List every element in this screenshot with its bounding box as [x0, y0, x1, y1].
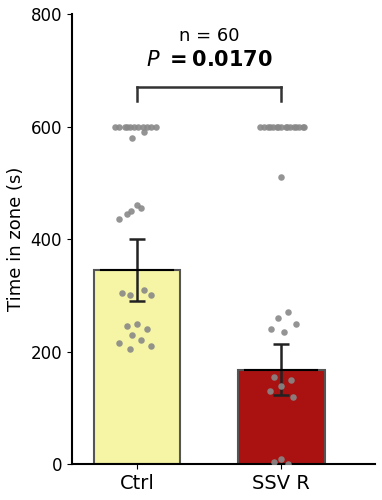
Point — [126, 292, 133, 300]
Point — [271, 458, 277, 466]
Point — [278, 122, 284, 130]
Point — [148, 122, 154, 130]
Point — [281, 328, 287, 336]
Point — [148, 292, 154, 300]
Point — [288, 376, 295, 384]
Point — [124, 122, 130, 130]
Point — [126, 122, 133, 130]
Y-axis label: Time in zone (s): Time in zone (s) — [7, 167, 25, 312]
Point — [126, 345, 133, 353]
Point — [128, 207, 134, 215]
Point — [301, 122, 308, 130]
Point — [285, 308, 291, 316]
Point — [135, 122, 141, 130]
Point — [134, 320, 140, 328]
Point — [284, 122, 290, 130]
Point — [293, 122, 299, 130]
Point — [268, 325, 274, 333]
Text: n = 60: n = 60 — [179, 28, 239, 46]
Point — [291, 122, 297, 130]
Point — [267, 387, 273, 395]
Point — [117, 122, 123, 130]
Point — [129, 134, 136, 142]
Point — [278, 382, 284, 390]
Point — [269, 122, 275, 130]
Point — [134, 202, 140, 209]
Point — [119, 288, 125, 296]
Point — [275, 122, 282, 130]
Point — [129, 331, 136, 339]
Point — [278, 454, 284, 462]
Point — [265, 122, 271, 130]
Point — [141, 286, 147, 294]
Point — [285, 460, 291, 468]
Point — [261, 122, 267, 130]
Bar — [238, 370, 325, 464]
Point — [295, 122, 301, 130]
Point — [287, 122, 293, 130]
Point — [139, 122, 146, 130]
Point — [138, 204, 144, 212]
Point — [117, 216, 123, 224]
Point — [271, 373, 277, 381]
Point — [148, 342, 154, 350]
Point — [124, 210, 130, 218]
Point — [144, 122, 150, 130]
Point — [124, 322, 130, 330]
Point — [300, 122, 306, 130]
Point — [112, 122, 118, 130]
Point — [278, 173, 284, 181]
Point — [138, 336, 144, 344]
Point — [144, 325, 150, 333]
Point — [274, 122, 280, 130]
Point — [293, 320, 299, 328]
Point — [117, 340, 123, 347]
Point — [282, 122, 288, 130]
Bar — [94, 270, 180, 464]
Text: $\it{P}$ $\mathbf{= 0.0170}$: $\it{P}$ $\mathbf{= 0.0170}$ — [146, 50, 272, 70]
Point — [131, 122, 137, 130]
Point — [267, 122, 273, 130]
Point — [290, 393, 296, 401]
Point — [122, 122, 128, 130]
Point — [256, 122, 262, 130]
Point — [141, 128, 147, 136]
Point — [275, 314, 282, 322]
Point — [152, 122, 159, 130]
